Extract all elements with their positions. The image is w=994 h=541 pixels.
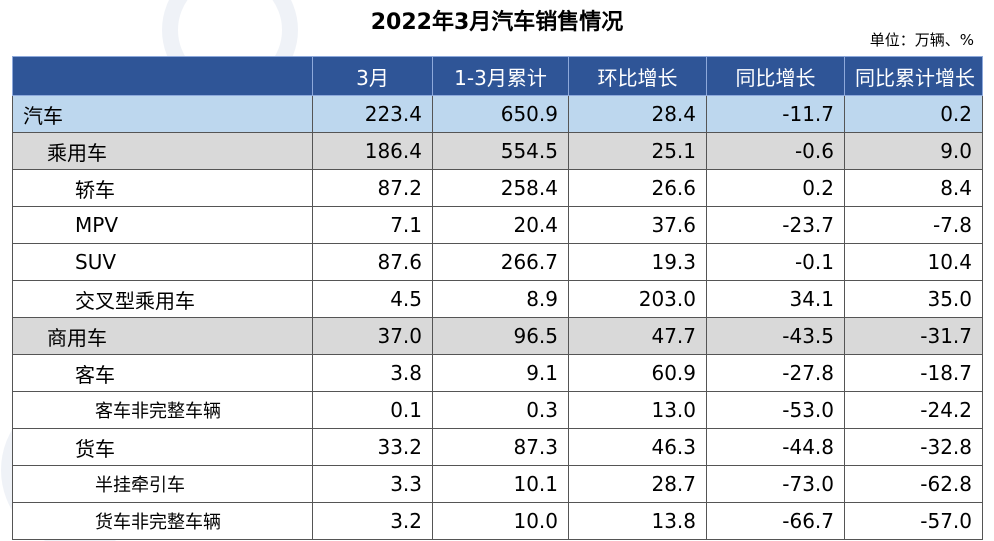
row-label: 商用车 bbox=[12, 317, 313, 355]
header-cell-yoy: 同比增长 bbox=[706, 56, 845, 96]
value-cell: -32.8 bbox=[844, 428, 983, 466]
table-row: 货车非完整车辆 3.2 10.0 13.8 -66.7 -57.0 bbox=[12, 502, 983, 540]
value-cell: 13.0 bbox=[568, 391, 707, 429]
header-cell-month: 3月 bbox=[312, 56, 433, 96]
value-cell: 4.5 bbox=[312, 280, 433, 318]
row-label: 货车 bbox=[12, 428, 313, 466]
value-cell: 203.0 bbox=[568, 280, 707, 318]
value-cell: -7.8 bbox=[844, 206, 983, 244]
table-row: SUV 87.6 266.7 19.3 -0.1 10.4 bbox=[12, 243, 983, 281]
header-row: 3月 1-3月累计 环比增长 同比增长 同比累计增长 bbox=[12, 56, 983, 96]
value-cell: 3.2 bbox=[312, 502, 433, 540]
unit-note: 单位：万辆、% bbox=[869, 31, 974, 49]
value-cell: 33.2 bbox=[312, 428, 433, 466]
table-row: 半挂牵引车 3.3 10.1 28.7 -73.0 -62.8 bbox=[12, 465, 983, 503]
row-label: MPV bbox=[12, 206, 313, 244]
value-cell: 28.4 bbox=[568, 95, 707, 133]
value-cell: -44.8 bbox=[706, 428, 845, 466]
row-label: 客车 bbox=[12, 354, 313, 392]
table-row: 货车 33.2 87.3 46.3 -44.8 -32.8 bbox=[12, 428, 983, 466]
value-cell: -27.8 bbox=[706, 354, 845, 392]
value-cell: 10.4 bbox=[844, 243, 983, 281]
value-cell: 258.4 bbox=[432, 169, 569, 207]
value-cell: 96.5 bbox=[432, 317, 569, 355]
value-cell: 9.1 bbox=[432, 354, 569, 392]
value-cell: -0.6 bbox=[706, 132, 845, 170]
table-row: 汽车 223.4 650.9 28.4 -11.7 0.2 bbox=[12, 95, 983, 133]
value-cell: -57.0 bbox=[844, 502, 983, 540]
sales-table: 3月 1-3月累计 环比增长 同比增长 同比累计增长 汽车 223.4 650.9 2… bbox=[12, 56, 983, 540]
value-cell: 25.1 bbox=[568, 132, 707, 170]
value-cell: 37.6 bbox=[568, 206, 707, 244]
row-label: 交叉型乘用车 bbox=[12, 280, 313, 318]
row-label: 汽车 bbox=[12, 95, 313, 133]
value-cell: -24.2 bbox=[844, 391, 983, 429]
value-cell: 87.2 bbox=[312, 169, 433, 207]
value-cell: -73.0 bbox=[706, 465, 845, 503]
value-cell: 46.3 bbox=[568, 428, 707, 466]
page-title: 2022年3月汽车销售情况 bbox=[370, 10, 624, 35]
value-cell: 28.7 bbox=[568, 465, 707, 503]
value-cell: 8.9 bbox=[432, 280, 569, 318]
value-cell: 13.8 bbox=[568, 502, 707, 540]
value-cell: 266.7 bbox=[432, 243, 569, 281]
value-cell: 0.2 bbox=[706, 169, 845, 207]
table-row: 乘用车 186.4 554.5 25.1 -0.6 9.0 bbox=[12, 132, 983, 170]
value-cell: -18.7 bbox=[844, 354, 983, 392]
value-cell: 26.6 bbox=[568, 169, 707, 207]
table-row: 轿车 87.2 258.4 26.6 0.2 8.4 bbox=[12, 169, 983, 207]
header-cell-label bbox=[12, 56, 313, 96]
value-cell: 60.9 bbox=[568, 354, 707, 392]
value-cell: 0.1 bbox=[312, 391, 433, 429]
value-cell: -62.8 bbox=[844, 465, 983, 503]
value-cell: 7.1 bbox=[312, 206, 433, 244]
table-row: 客车非完整车辆 0.1 0.3 13.0 -53.0 -24.2 bbox=[12, 391, 983, 429]
row-label: 半挂牵引车 bbox=[12, 465, 313, 503]
value-cell: 554.5 bbox=[432, 132, 569, 170]
value-cell: -53.0 bbox=[706, 391, 845, 429]
row-label: SUV bbox=[12, 243, 313, 281]
row-label: 轿车 bbox=[12, 169, 313, 207]
value-cell: 10.0 bbox=[432, 502, 569, 540]
value-cell: 650.9 bbox=[432, 95, 569, 133]
row-label: 乘用车 bbox=[12, 132, 313, 170]
value-cell: 47.7 bbox=[568, 317, 707, 355]
value-cell: 8.4 bbox=[844, 169, 983, 207]
value-cell: -0.1 bbox=[706, 243, 845, 281]
table-row: 交叉型乘用车 4.5 8.9 203.0 34.1 35.0 bbox=[12, 280, 983, 318]
header-cell-ytd-yoy: 同比累计增长 bbox=[844, 56, 983, 96]
value-cell: 19.3 bbox=[568, 243, 707, 281]
value-cell: 87.3 bbox=[432, 428, 569, 466]
value-cell: -66.7 bbox=[706, 502, 845, 540]
value-cell: 10.1 bbox=[432, 465, 569, 503]
value-cell: -23.7 bbox=[706, 206, 845, 244]
value-cell: 9.0 bbox=[844, 132, 983, 170]
value-cell: 35.0 bbox=[844, 280, 983, 318]
value-cell: -11.7 bbox=[706, 95, 845, 133]
value-cell: 223.4 bbox=[312, 95, 433, 133]
table-row: MPV 7.1 20.4 37.6 -23.7 -7.8 bbox=[12, 206, 983, 244]
value-cell: 34.1 bbox=[706, 280, 845, 318]
value-cell: 20.4 bbox=[432, 206, 569, 244]
header-cell-ytd: 1-3月累计 bbox=[432, 56, 569, 96]
table-row: 客车 3.8 9.1 60.9 -27.8 -18.7 bbox=[12, 354, 983, 392]
header-cell-mom: 环比增长 bbox=[568, 56, 707, 96]
value-cell: 3.8 bbox=[312, 354, 433, 392]
value-cell: 0.2 bbox=[844, 95, 983, 133]
value-cell: 3.3 bbox=[312, 465, 433, 503]
value-cell: 186.4 bbox=[312, 132, 433, 170]
row-label: 客车非完整车辆 bbox=[12, 391, 313, 429]
value-cell: -43.5 bbox=[706, 317, 845, 355]
value-cell: 87.6 bbox=[312, 243, 433, 281]
value-cell: -31.7 bbox=[844, 317, 983, 355]
table-row: 商用车 37.0 96.5 47.7 -43.5 -31.7 bbox=[12, 317, 983, 355]
value-cell: 0.3 bbox=[432, 391, 569, 429]
row-label: 货车非完整车辆 bbox=[12, 502, 313, 540]
value-cell: 37.0 bbox=[312, 317, 433, 355]
